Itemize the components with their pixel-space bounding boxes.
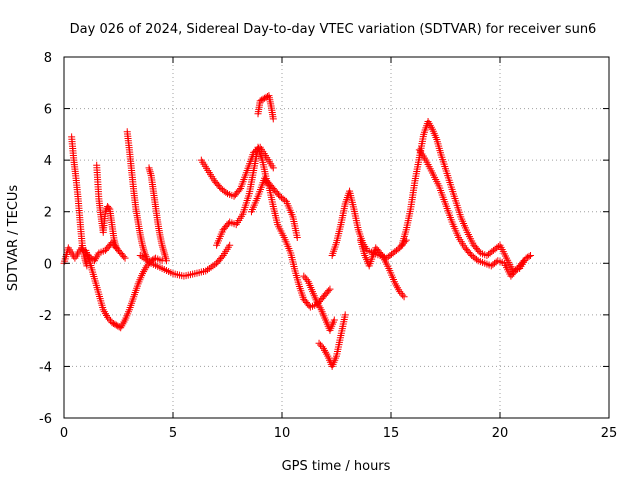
data-point [146,168,154,176]
data-point [466,250,474,258]
data-point [159,245,167,253]
data-point [159,243,167,251]
data-point [318,343,326,351]
data-point [525,252,533,260]
x-tick-label: 0 [60,426,68,441]
y-tick-label: -2 [39,309,52,324]
data-point [303,276,311,284]
x-tick-label: 15 [383,426,400,441]
data-point [146,166,154,174]
data-point [259,95,267,103]
data-point [140,245,148,253]
data-point [209,262,217,270]
data-point [105,315,113,323]
axis-labels: 0 5 10 15 20 25 -6 -4 -2 0 2 4 6 8 [39,51,617,441]
data-point [330,316,338,324]
data-point [142,255,150,263]
data-point [162,255,170,263]
data-point [207,263,215,271]
data-point [145,258,153,266]
data-point [293,234,301,241]
y-tick-label: 2 [44,206,52,221]
data-point [144,257,152,265]
data-point [315,339,323,347]
data-point [140,254,148,262]
axis-ticks [63,56,610,419]
data-point [104,313,112,321]
data-point [341,311,349,319]
y-tick-label: 4 [44,154,52,169]
chart-title: Day 026 of 2024, Sidereal Day-to-day VTE… [70,22,597,37]
data-point [121,254,129,262]
x-tick-label: 20 [492,426,509,441]
data-point [301,274,309,282]
x-tick-label: 25 [601,426,618,441]
data-point [396,288,404,296]
data-point [261,94,269,102]
data-point [108,319,116,327]
data-point [141,249,149,257]
data-point [105,204,113,212]
data-point [325,287,333,295]
data-point [222,188,230,196]
data-point [120,253,128,261]
x-tick-label: 5 [169,426,177,441]
data-point [326,285,334,293]
x-tick-label: 10 [274,426,291,441]
data-point [377,250,385,258]
data-point [109,319,117,327]
data-point [160,249,168,257]
data-point [519,258,527,266]
data-point [211,261,219,269]
data-point [112,321,120,329]
data-point [147,170,155,178]
y-tick-label: -4 [39,360,52,375]
data-point [397,289,405,297]
y-axis-title: SDTVAR / TECUs [6,185,21,292]
data-point [218,253,226,261]
data-point [258,96,266,104]
y-tick-label: 8 [44,51,52,66]
y-tick-label: -6 [39,412,52,427]
data-point [161,253,169,261]
data-point [473,255,481,263]
data-markers [60,92,535,370]
data-point [202,267,210,275]
y-tick-label: 6 [44,103,52,118]
data-point [527,252,535,260]
data-point [205,264,213,272]
data-point [400,293,408,301]
data-point [138,253,146,261]
data-point [524,253,532,261]
data-point [317,341,325,349]
plot-frame [63,56,610,419]
data-point [399,291,407,299]
data-point [143,262,151,270]
data-point [145,164,153,172]
x-axis-title: GPS time / hours [282,459,391,474]
data-point [139,243,147,251]
data-point [275,191,283,199]
y-tick-label: 0 [44,257,52,272]
data-point [300,272,308,280]
data-point [162,257,170,265]
grid [64,57,609,418]
data-point [160,247,168,255]
data-point [111,320,119,328]
data-point [520,257,528,265]
data-point [216,183,224,191]
data-point [269,164,277,172]
data-point [112,244,120,252]
data-point [226,241,234,249]
data-point [235,186,243,194]
data-point [204,266,212,274]
data-point [256,97,264,105]
data-point [136,252,144,260]
data-point [394,245,402,253]
data-point [269,115,277,123]
